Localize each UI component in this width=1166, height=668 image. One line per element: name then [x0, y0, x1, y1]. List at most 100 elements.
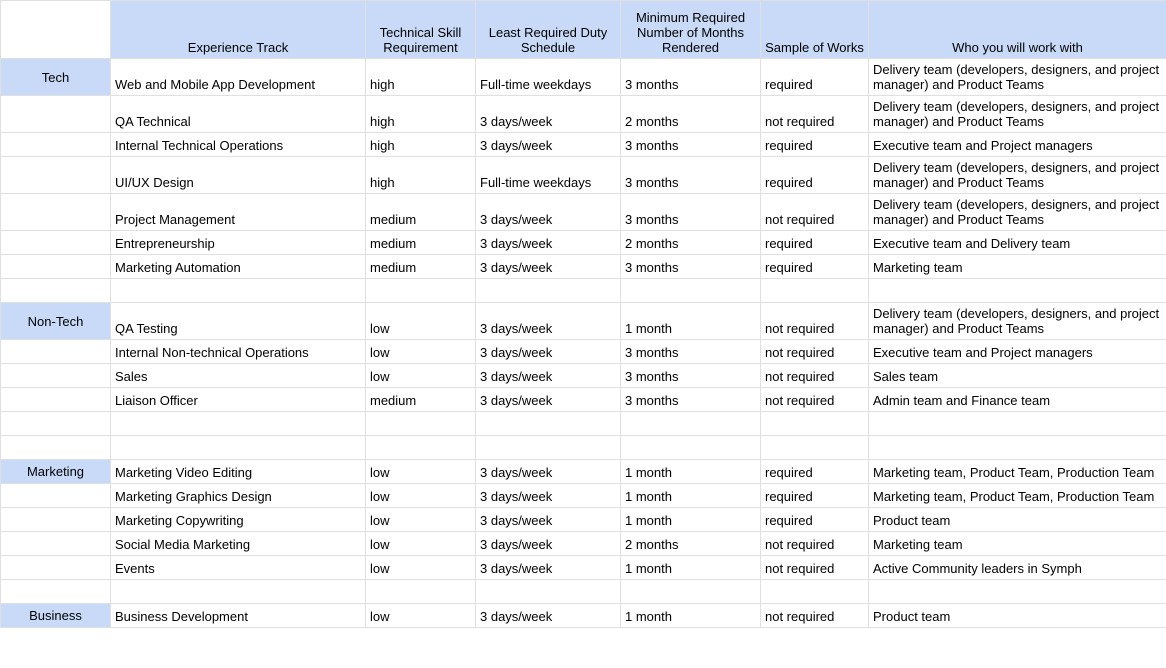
months-rendered-cell: 1 month — [620, 459, 761, 484]
sample-of-works-cell: not required — [760, 95, 869, 133]
who-you-work-with-cell — [868, 278, 1166, 303]
who-you-work-with-cell: Delivery team (developers, designers, an… — [868, 95, 1166, 133]
duty-schedule-cell: 3 days/week — [475, 507, 621, 532]
duty-schedule-cell: 3 days/week — [475, 603, 621, 628]
technical-skill-cell: medium — [365, 193, 476, 231]
months-rendered-cell: 3 months — [620, 193, 761, 231]
duty-schedule-cell: 3 days/week — [475, 132, 621, 157]
who-you-work-with-cell: Sales team — [868, 363, 1166, 388]
experience-track-cell: Marketing Automation — [110, 254, 366, 279]
technical-skill-cell: low — [365, 531, 476, 556]
experience-track-cell — [110, 278, 366, 303]
technical-skill-cell: high — [365, 132, 476, 157]
technical-skill-cell: medium — [365, 387, 476, 412]
who-you-work-with-cell — [868, 579, 1166, 604]
sample-of-works-cell: required — [760, 230, 869, 255]
months-rendered-cell: 3 months — [620, 58, 761, 96]
category-cell — [0, 278, 111, 303]
who-you-work-with-cell: Marketing team — [868, 254, 1166, 279]
category-cell — [0, 339, 111, 364]
technical-skill-cell — [365, 411, 476, 436]
table-row: Marketing Marketing Video Editing low 3 … — [0, 459, 1166, 484]
technical-skill-cell: medium — [365, 254, 476, 279]
duty-schedule-cell: 3 days/week — [475, 302, 621, 340]
duty-schedule-cell: 3 days/week — [475, 531, 621, 556]
who-you-work-with-cell: Delivery team (developers, designers, an… — [868, 156, 1166, 194]
category-cell — [0, 483, 111, 508]
months-rendered-cell: 3 months — [620, 132, 761, 157]
who-you-work-with-cell: Marketing team — [868, 531, 1166, 556]
table-row — [0, 579, 1166, 604]
experience-tracks-table: Experience Track Technical Skill Require… — [0, 0, 1166, 628]
technical-skill-cell — [365, 579, 476, 604]
duty-schedule-cell — [475, 435, 621, 460]
sample-of-works-cell: required — [760, 132, 869, 157]
technical-skill-cell: low — [365, 507, 476, 532]
experience-track-cell — [110, 435, 366, 460]
technical-skill-cell: low — [365, 555, 476, 580]
technical-skill-cell — [365, 435, 476, 460]
duty-schedule-cell: 3 days/week — [475, 95, 621, 133]
experience-track-cell: Project Management — [110, 193, 366, 231]
technical-skill-cell: low — [365, 339, 476, 364]
sample-of-works-cell: required — [760, 507, 869, 532]
months-rendered-cell — [620, 278, 761, 303]
who-you-work-with-cell: Delivery team (developers, designers, an… — [868, 58, 1166, 96]
experience-track-cell: Entrepreneurship — [110, 230, 366, 255]
table-row: Liaison Officer medium 3 days/week 3 mon… — [0, 387, 1166, 412]
category-cell — [0, 193, 111, 231]
sample-of-works-cell — [760, 435, 869, 460]
who-you-work-with-cell — [868, 435, 1166, 460]
table-row: Social Media Marketing low 3 days/week 2… — [0, 531, 1166, 556]
technical-skill-cell: high — [365, 58, 476, 96]
table-body: Tech Web and Mobile App Development high… — [0, 58, 1166, 628]
sample-of-works-cell: not required — [760, 531, 869, 556]
technical-skill-cell: medium — [365, 230, 476, 255]
duty-schedule-cell: 3 days/week — [475, 193, 621, 231]
experience-track-cell: Social Media Marketing — [110, 531, 366, 556]
header-category — [0, 0, 111, 59]
sample-of-works-cell: not required — [760, 555, 869, 580]
experience-track-cell: Business Development — [110, 603, 366, 628]
sample-of-works-cell: not required — [760, 339, 869, 364]
who-you-work-with-cell: Marketing team, Product Team, Production… — [868, 483, 1166, 508]
header-experience-track: Experience Track — [110, 0, 366, 59]
table-row: Events low 3 days/week 1 month not requi… — [0, 555, 1166, 580]
header-row: Experience Track Technical Skill Require… — [0, 0, 1166, 59]
category-cell — [0, 555, 111, 580]
experience-track-cell: Sales — [110, 363, 366, 388]
months-rendered-cell: 3 months — [620, 156, 761, 194]
experience-track-cell: Events — [110, 555, 366, 580]
months-rendered-cell: 1 month — [620, 302, 761, 340]
duty-schedule-cell: 3 days/week — [475, 363, 621, 388]
who-you-work-with-cell — [868, 411, 1166, 436]
table-row: Tech Web and Mobile App Development high… — [0, 58, 1166, 96]
sample-of-works-cell: required — [760, 254, 869, 279]
duty-schedule-cell: 3 days/week — [475, 555, 621, 580]
who-you-work-with-cell: Delivery team (developers, designers, an… — [868, 193, 1166, 231]
category-cell — [0, 156, 111, 194]
duty-schedule-cell: 3 days/week — [475, 483, 621, 508]
who-you-work-with-cell: Executive team and Project managers — [868, 339, 1166, 364]
sample-of-works-cell — [760, 411, 869, 436]
technical-skill-cell: low — [365, 483, 476, 508]
category-cell — [0, 254, 111, 279]
duty-schedule-cell: 3 days/week — [475, 387, 621, 412]
header-technical-skill: Technical Skill Requirement — [365, 0, 476, 59]
table-row: Business Business Development low 3 days… — [0, 603, 1166, 628]
duty-schedule-cell — [475, 278, 621, 303]
table-row: UI/UX Design high Full-time weekdays 3 m… — [0, 156, 1166, 194]
table-row — [0, 411, 1166, 436]
technical-skill-cell: low — [365, 603, 476, 628]
category-cell — [0, 531, 111, 556]
table-row: Marketing Automation medium 3 days/week … — [0, 254, 1166, 279]
technical-skill-cell: low — [365, 363, 476, 388]
sample-of-works-cell: required — [760, 459, 869, 484]
header-sample-of-works: Sample of Works — [760, 0, 869, 59]
sample-of-works-cell — [760, 278, 869, 303]
experience-track-cell: QA Technical — [110, 95, 366, 133]
category-cell — [0, 579, 111, 604]
duty-schedule-cell: Full-time weekdays — [475, 156, 621, 194]
category-cell — [0, 507, 111, 532]
experience-track-cell: Liaison Officer — [110, 387, 366, 412]
